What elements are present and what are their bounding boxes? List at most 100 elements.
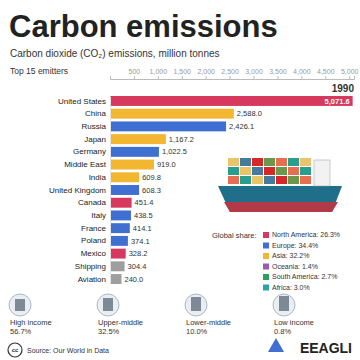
income-icon	[185, 294, 207, 316]
bar	[110, 147, 159, 157]
y-tick: United States	[58, 97, 110, 106]
data-labels: 5,071.62,588.02,426.11,167.21,022.5919.0…	[124, 97, 349, 284]
bar	[110, 96, 353, 106]
ship-container	[276, 167, 287, 175]
y-tick-label: Japan	[84, 135, 106, 144]
bar	[110, 261, 125, 271]
bar	[110, 198, 132, 208]
x-tick-mark	[134, 76, 135, 79]
title: Carbon emissions	[9, 9, 278, 44]
x-tick: 4,500	[317, 68, 335, 79]
x-tick-mark	[206, 76, 207, 79]
y-tick-label: France	[81, 224, 106, 233]
income-share: 0.8%	[274, 327, 291, 336]
y-tick-label: United Kingdom	[49, 186, 106, 195]
legend: Global share:North America: 26.3%Europe:…	[212, 231, 340, 291]
y-tick: Italy	[91, 211, 110, 220]
income-group: Upper-middle32.5%	[97, 294, 143, 336]
x-tick: 2,000	[197, 68, 215, 79]
x-tick-label: 2,000	[197, 68, 215, 75]
ship-container	[264, 158, 275, 166]
income-label: High income	[10, 318, 52, 327]
x-axis: 5001,0001,5002,0002,5003,0003,5004,0004,…	[111, 68, 359, 80]
x-tick-mark	[182, 76, 183, 79]
legend-swatch	[263, 253, 269, 259]
y-tick: Middle East	[64, 160, 110, 169]
x-tick-label: 2,500	[221, 68, 239, 75]
x-tick-mark	[301, 76, 302, 79]
data-label: 609.8	[142, 173, 161, 182]
data-label: 1,167.2	[169, 135, 194, 144]
y-tick: India	[89, 173, 110, 182]
legend-swatch	[263, 264, 269, 270]
legend-label: North America: 26.3%	[272, 231, 340, 238]
ship-container	[240, 158, 251, 166]
ship-container	[228, 158, 239, 166]
x-tick: 500	[129, 68, 141, 79]
y-tick: Poland	[81, 236, 110, 245]
year: 1990	[332, 83, 355, 94]
legend-label: South America: 2.7%	[272, 273, 337, 280]
ship-container	[300, 167, 311, 175]
y-tick-label: Shipping	[75, 262, 106, 271]
ship-container	[252, 176, 263, 184]
y-axis-line	[110, 97, 111, 285]
bar	[110, 223, 130, 233]
ship-bridge	[314, 160, 330, 186]
brand: EEAGLI	[300, 340, 352, 356]
bar	[110, 210, 131, 220]
x-tick: 5,000	[341, 68, 359, 79]
x-tick-label: 1,000	[150, 68, 168, 75]
ship-container	[288, 167, 299, 175]
ship-container	[288, 158, 299, 166]
data-label: 414.1	[133, 224, 152, 233]
y-tick-label: China	[85, 109, 106, 118]
income-share: 56.7%	[10, 327, 32, 336]
bar	[110, 109, 234, 119]
bar	[110, 160, 154, 170]
x-tick: 2,500	[221, 68, 239, 79]
license-text: cc	[12, 347, 19, 353]
x-tick-mark	[277, 76, 278, 79]
y-tick-label: Germany	[73, 147, 106, 156]
x-tick-label: 4,000	[293, 68, 311, 75]
ship-container	[264, 176, 275, 184]
data-label: 2,426.1	[229, 122, 254, 131]
income-label: Low income	[274, 318, 314, 327]
x-tick: 1,000	[150, 68, 168, 79]
license-icon	[8, 343, 22, 357]
income-group: Low income0.8%	[273, 294, 314, 336]
x-tick-mark	[158, 76, 159, 79]
bar	[110, 172, 139, 182]
data-label: 374.1	[131, 237, 150, 246]
income-label: Upper-middle	[98, 318, 143, 327]
y-tick: Canada	[78, 198, 110, 207]
legend-label: Africa: 3.0%	[272, 284, 310, 291]
x-tick-label: 500	[129, 68, 141, 75]
data-label: 5,071.6	[325, 97, 350, 106]
x-axis-line	[111, 76, 355, 80]
y-tick: France	[81, 224, 110, 233]
y-tick-label: Aviation	[78, 275, 106, 284]
source: Source: Our World in Data	[27, 347, 109, 354]
x-tick-label: 4,500	[317, 68, 335, 75]
legend-label: Asia: 32.2%	[272, 252, 309, 259]
income-share: 32.5%	[98, 327, 120, 336]
bars	[110, 96, 353, 284]
income-icon-building	[191, 297, 201, 311]
data-label: 1,022.5	[162, 147, 187, 156]
ship-container	[240, 176, 251, 184]
data-label: 438.5	[134, 211, 153, 220]
ship-container	[300, 158, 311, 166]
y-tick: Mexico	[81, 249, 110, 258]
income-icon	[273, 294, 295, 316]
brand-icon	[268, 338, 284, 352]
y-tick-label: Italy	[91, 211, 106, 220]
y-tick: United Kingdom	[49, 186, 110, 195]
bar	[110, 185, 139, 195]
legend-swatch	[263, 285, 269, 291]
y-tick-label: Poland	[81, 236, 106, 245]
y-tick-label: United States	[58, 97, 106, 106]
legend-title: Global share:	[212, 231, 257, 240]
income-icon-building	[103, 298, 113, 311]
